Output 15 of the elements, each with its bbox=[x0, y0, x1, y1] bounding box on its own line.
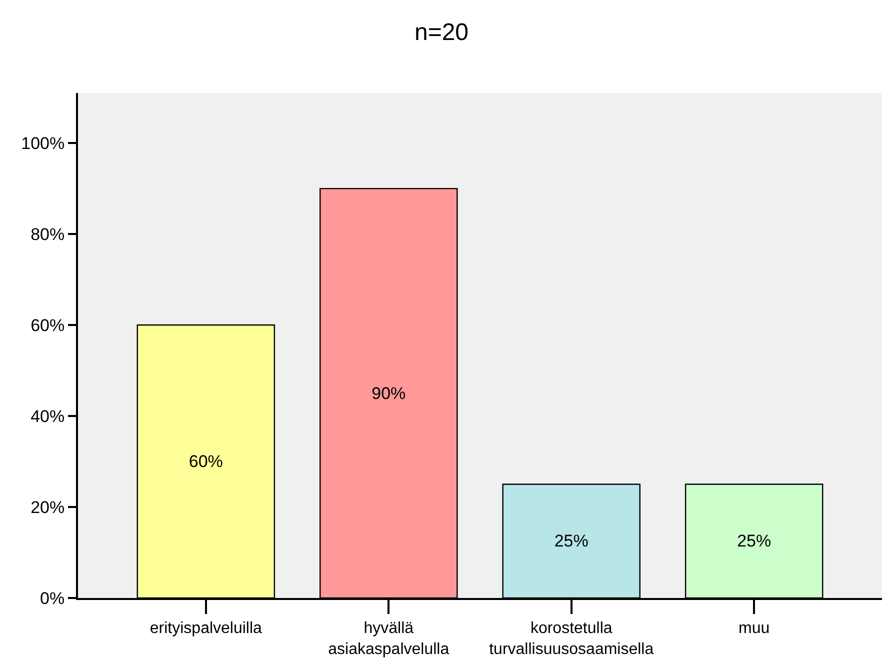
data-label: 60% bbox=[188, 452, 223, 472]
y-tick-label: 100% bbox=[21, 134, 65, 153]
x-tick-label: hyvällä asiakaspalvelulla bbox=[328, 620, 450, 658]
y-tick-label: 20% bbox=[30, 498, 65, 517]
data-label: 90% bbox=[372, 384, 406, 403]
x-tick-label: muu bbox=[738, 620, 770, 638]
y-tick-label: 60% bbox=[30, 316, 65, 335]
y-tick-label: 80% bbox=[30, 224, 65, 244]
data-label: 25% bbox=[737, 532, 772, 551]
x-tick-label: korostetulla turvallisuusosaamisella bbox=[489, 620, 654, 658]
x-tick-label: erityispalveluilla bbox=[150, 620, 262, 638]
y-tick-label: 0% bbox=[40, 588, 65, 608]
y-tick-label: 40% bbox=[30, 406, 65, 426]
data-label: 25% bbox=[554, 532, 588, 551]
chart-title: n=20 bbox=[414, 18, 469, 46]
